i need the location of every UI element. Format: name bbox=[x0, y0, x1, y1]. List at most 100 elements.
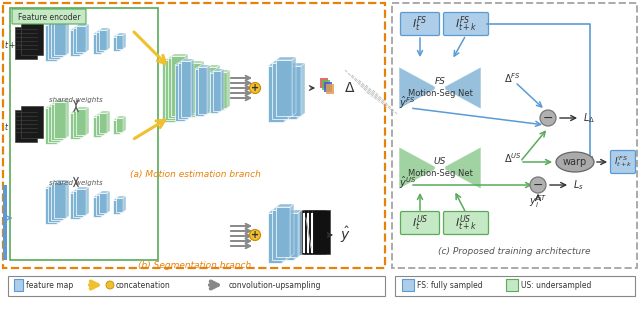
Text: $I_t^{FS}$: $I_t^{FS}$ bbox=[412, 14, 428, 34]
Polygon shape bbox=[298, 210, 302, 257]
Text: $\Delta^{FS}$: $\Delta^{FS}$ bbox=[504, 71, 521, 85]
Polygon shape bbox=[48, 21, 63, 23]
FancyBboxPatch shape bbox=[401, 12, 440, 36]
Circle shape bbox=[106, 281, 114, 289]
Polygon shape bbox=[120, 198, 123, 214]
Polygon shape bbox=[76, 187, 89, 189]
Polygon shape bbox=[70, 191, 83, 193]
Text: FS: fully sampled: FS: fully sampled bbox=[417, 281, 483, 290]
Polygon shape bbox=[45, 23, 60, 25]
Polygon shape bbox=[76, 107, 89, 109]
Text: feature map: feature map bbox=[26, 281, 73, 290]
Polygon shape bbox=[445, 147, 481, 189]
Bar bbox=[73, 111, 83, 137]
Bar bbox=[70, 193, 80, 219]
Bar bbox=[116, 118, 123, 132]
Bar bbox=[168, 58, 182, 118]
Polygon shape bbox=[107, 111, 110, 133]
Text: −: − bbox=[532, 179, 543, 192]
Polygon shape bbox=[213, 69, 224, 71]
Polygon shape bbox=[224, 72, 227, 110]
Bar bbox=[10, 8, 158, 260]
Bar bbox=[15, 110, 37, 142]
Bar bbox=[116, 35, 123, 49]
Bar bbox=[304, 210, 322, 254]
Polygon shape bbox=[73, 26, 86, 28]
Bar bbox=[76, 189, 86, 215]
Text: +: + bbox=[251, 83, 259, 93]
Circle shape bbox=[530, 177, 546, 193]
Text: warp: warp bbox=[563, 157, 587, 167]
Polygon shape bbox=[182, 56, 185, 118]
Text: (b) Segmentation branch: (b) Segmentation branch bbox=[138, 260, 252, 269]
Polygon shape bbox=[60, 184, 63, 222]
Ellipse shape bbox=[556, 152, 594, 172]
Circle shape bbox=[250, 230, 260, 240]
Polygon shape bbox=[168, 56, 185, 58]
Polygon shape bbox=[191, 59, 194, 117]
Bar bbox=[73, 191, 83, 217]
Polygon shape bbox=[123, 116, 126, 132]
Polygon shape bbox=[99, 111, 110, 113]
Text: shared weights: shared weights bbox=[49, 180, 103, 186]
Bar bbox=[51, 21, 63, 57]
Bar bbox=[187, 65, 198, 115]
Polygon shape bbox=[107, 191, 110, 213]
Polygon shape bbox=[195, 65, 198, 117]
Polygon shape bbox=[399, 67, 435, 109]
Bar bbox=[300, 210, 318, 254]
Polygon shape bbox=[104, 193, 107, 215]
Bar bbox=[184, 67, 195, 117]
Bar bbox=[272, 210, 286, 260]
Bar bbox=[268, 213, 282, 263]
Bar bbox=[506, 279, 518, 291]
Polygon shape bbox=[54, 100, 69, 102]
Bar bbox=[93, 197, 101, 217]
Bar bbox=[175, 65, 185, 121]
Circle shape bbox=[250, 83, 260, 94]
Bar bbox=[70, 30, 80, 56]
Polygon shape bbox=[83, 189, 86, 217]
Polygon shape bbox=[54, 180, 69, 182]
Polygon shape bbox=[116, 33, 126, 35]
Bar bbox=[162, 62, 176, 122]
Polygon shape bbox=[120, 35, 123, 51]
Bar bbox=[190, 63, 201, 113]
Polygon shape bbox=[63, 182, 66, 220]
Polygon shape bbox=[179, 58, 182, 120]
Polygon shape bbox=[70, 111, 83, 113]
Polygon shape bbox=[107, 28, 110, 50]
Polygon shape bbox=[217, 72, 227, 74]
Bar bbox=[21, 106, 43, 138]
Bar bbox=[171, 56, 185, 116]
Polygon shape bbox=[66, 17, 69, 55]
Polygon shape bbox=[301, 63, 305, 116]
Bar bbox=[21, 23, 43, 55]
Polygon shape bbox=[83, 109, 86, 137]
Polygon shape bbox=[96, 30, 107, 32]
Polygon shape bbox=[48, 104, 63, 106]
Text: (a) Motion estimation branch: (a) Motion estimation branch bbox=[129, 170, 260, 179]
Bar bbox=[113, 37, 120, 51]
Bar bbox=[76, 26, 86, 52]
Polygon shape bbox=[176, 60, 179, 122]
Bar bbox=[282, 216, 294, 260]
Bar bbox=[70, 113, 80, 139]
Polygon shape bbox=[101, 32, 104, 54]
Polygon shape bbox=[205, 67, 217, 69]
Bar bbox=[195, 69, 204, 116]
Polygon shape bbox=[116, 196, 126, 198]
Polygon shape bbox=[198, 63, 201, 115]
Bar bbox=[51, 104, 63, 140]
Bar bbox=[205, 69, 214, 111]
Polygon shape bbox=[185, 54, 188, 116]
Polygon shape bbox=[268, 63, 288, 66]
Polygon shape bbox=[93, 32, 104, 34]
Bar bbox=[113, 200, 120, 214]
Polygon shape bbox=[221, 69, 224, 111]
Polygon shape bbox=[45, 186, 60, 188]
Polygon shape bbox=[104, 113, 107, 135]
Polygon shape bbox=[272, 60, 292, 63]
Bar bbox=[99, 30, 107, 50]
Bar bbox=[208, 67, 217, 109]
